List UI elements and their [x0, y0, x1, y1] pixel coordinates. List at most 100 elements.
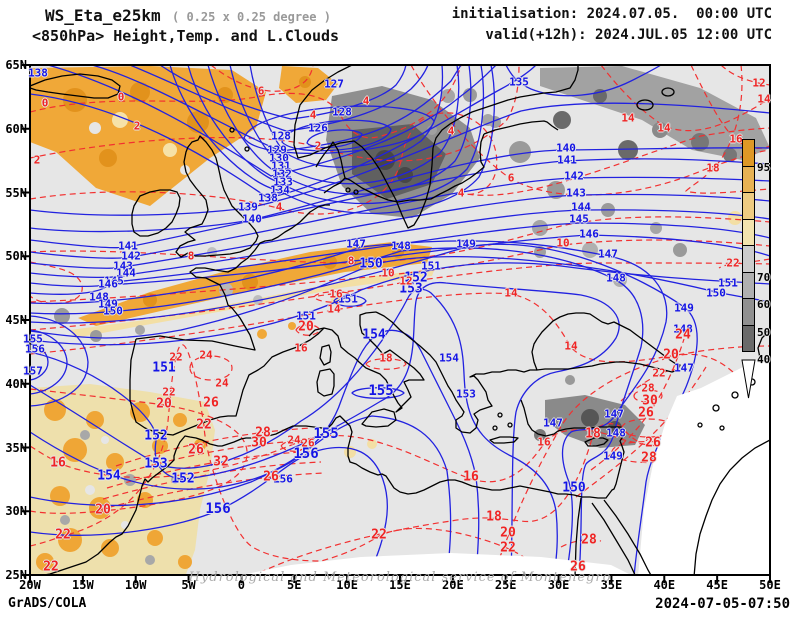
temperature-contour-label: 4: [457, 186, 465, 200]
height-contour-label: 152: [404, 270, 428, 286]
page-subtitle: <850hPa> Height,Temp. and L.Clouds: [32, 27, 340, 45]
temperature-contour-label: 4: [362, 94, 370, 108]
temperature-contour-label: 24: [215, 376, 229, 390]
height-contour-label: 149: [674, 301, 694, 315]
temperature-contour-label: 16: [729, 132, 743, 146]
height-contour-label: 150: [562, 480, 586, 496]
height-contour-label: 133: [273, 175, 293, 189]
y-tick-label: 65N: [5, 58, 27, 72]
height-contour-label: 151: [296, 309, 316, 323]
height-contour-label: 157: [23, 364, 43, 378]
temperature-contour-label: 12: [752, 76, 766, 90]
height-contour-label: 152: [144, 428, 168, 444]
temperature-contour-label: 26: [203, 395, 219, 411]
height-contour-label: 126: [308, 121, 328, 135]
temperature-contour-label: 2: [314, 139, 322, 153]
colorbar-label: 40: [757, 353, 771, 366]
temperature-contour-label: 6: [507, 171, 515, 185]
x-tick-label: 20W: [19, 578, 41, 592]
height-contour-label: 147: [346, 237, 366, 251]
temperature-contour-label: 4: [447, 124, 455, 138]
temperature-contour-label: 14: [327, 302, 341, 316]
grads-credit: GrADS/COLA: [8, 596, 87, 611]
x-tick-label: 30E: [547, 578, 570, 592]
temperature-contour-label: 8: [347, 254, 355, 268]
temperature-contours: [30, 65, 770, 575]
height-contour-label: 147: [604, 407, 624, 421]
height-contour-label: 151: [718, 276, 738, 290]
height-contour-label: 156: [293, 446, 319, 462]
height-contour-label: 139: [238, 200, 258, 214]
colorbar-segment: [742, 139, 755, 167]
temperature-contour-label: 26: [570, 559, 586, 575]
height-contour-label: 142: [564, 169, 584, 183]
height-contour-label: 148: [673, 322, 693, 336]
height-contour-label: 146: [579, 227, 599, 241]
height-contour-label: 156: [273, 472, 293, 486]
height-contour-label: 129: [267, 143, 287, 157]
height-contour-label: 156: [205, 501, 231, 517]
colorbar-segment: [742, 218, 755, 246]
temperature-contour-label: 22: [55, 527, 71, 543]
valid-label: valid(+12h): 2024.JUL.05 12:00 UTC: [485, 27, 772, 43]
temperature-contour-label: 24: [199, 348, 213, 362]
temperature-contour-label: 16: [50, 455, 66, 471]
height-contour-label: 143: [566, 186, 586, 200]
temperature-contour-label: 32: [213, 454, 229, 470]
height-contour-label: 128: [271, 129, 291, 143]
temperature-contour-label: 22: [500, 540, 516, 556]
height-contour-label: 152: [171, 471, 195, 487]
temperature-contour-label: 28: [641, 450, 657, 466]
page-title: WS_Eta_e25km: [45, 6, 161, 25]
height-contour-label: 154: [439, 351, 459, 365]
height-contour-label: 147: [674, 361, 694, 375]
height-contour-label: 147: [543, 416, 563, 430]
temperature-contour-label: 10: [556, 236, 570, 250]
temperature-contour-label: 2: [133, 119, 141, 133]
height-contour-label: 149: [456, 237, 476, 251]
x-tick-label: 40E: [653, 578, 676, 592]
x-tick-label: 10E: [336, 578, 358, 592]
temperature-contour-label: 4: [275, 200, 283, 214]
colorbar-label: 50: [757, 325, 771, 339]
colorbar-segment: [742, 192, 755, 220]
height-contour-label: 128: [332, 105, 352, 119]
height-contour-label: 153: [144, 456, 168, 472]
temperature-contour-label: 30: [251, 435, 267, 451]
x-tick-label: 5E: [287, 578, 302, 592]
height-contour-label: 149: [603, 449, 623, 463]
temperature-contour-label: 0: [117, 90, 125, 104]
height-contour-label: 132: [272, 167, 292, 181]
x-tick-label: 50E: [759, 578, 781, 592]
temperature-contour-label: 22: [371, 527, 387, 543]
temperature-contour-label: 6: [257, 84, 265, 98]
height-contour-label: 138: [258, 191, 278, 205]
height-contour-label: 156: [25, 342, 45, 356]
height-contour-label: 153: [456, 387, 476, 401]
x-tick-label: 20E: [442, 578, 464, 592]
height-contour-label: 148: [606, 271, 626, 285]
temperature-contour-label: 10: [381, 266, 395, 280]
height-contour-label: 147: [598, 247, 618, 261]
height-contour-label: 150: [706, 286, 726, 300]
x-tick-label: 15E: [389, 578, 411, 592]
height-contour-label: 145: [104, 274, 124, 288]
temperature-contour-label: 14: [564, 339, 578, 353]
height-contour-label: 149: [98, 297, 118, 311]
y-tick-label: 50N: [5, 249, 27, 264]
temperature-contour-label: 20: [156, 396, 172, 412]
temperature-contour-label: 16: [537, 435, 551, 449]
temperature-contour-label: 22: [169, 350, 183, 364]
temperature-contour-label: 14: [504, 286, 518, 300]
height-contour-label: 141: [118, 239, 138, 253]
temperature-contour-label: 28: [581, 532, 597, 548]
height-contour-label: 153: [399, 281, 423, 297]
temperature-contour-label: 18: [706, 161, 720, 175]
temperature-contour-label: 26: [188, 442, 204, 458]
temperature-contour-label: 24: [675, 327, 691, 343]
colorbar-segment: [742, 271, 755, 299]
temperature-contour-label: 28: [255, 425, 271, 441]
temperature-contour-label: 22: [196, 417, 212, 433]
temperature-contour-label: 16: [463, 469, 479, 485]
height-contour-label: 145: [569, 212, 589, 226]
